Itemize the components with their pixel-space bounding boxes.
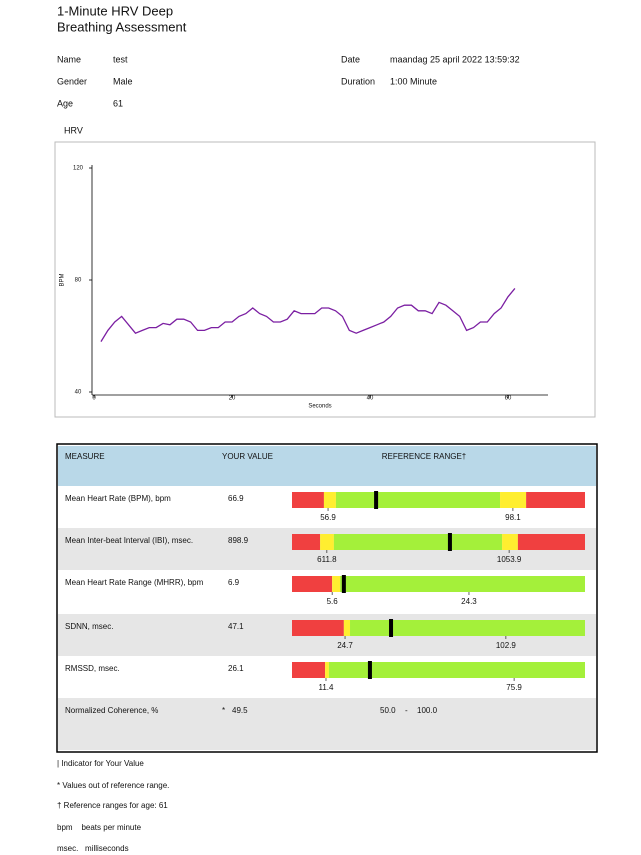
row-bg [58, 698, 596, 750]
threshold-label: 11.4 [318, 683, 334, 692]
footnote: msec. milliseconds [57, 844, 129, 853]
x-tick-label: 60 [505, 396, 512, 402]
y-tick-label: 120 [73, 166, 84, 172]
value-indicator [389, 619, 394, 637]
range-segment [333, 534, 503, 550]
range-high: 100.0 [417, 706, 438, 715]
x-tick-label: 40 [367, 396, 374, 402]
measure: Mean Heart Rate (BPM), bpm [65, 494, 171, 503]
x-tick-label: 20 [229, 396, 236, 402]
your-value: 66.9 [228, 494, 244, 503]
range-segment [323, 492, 336, 508]
range-segment [292, 492, 324, 508]
your-value: 49.5 [232, 706, 248, 715]
measure: SDNN, msec. [65, 622, 113, 631]
footnote: | Indicator for Your Value [57, 759, 144, 768]
threshold-label: 75.9 [506, 683, 522, 692]
y-tick-label: 80 [75, 278, 82, 284]
threshold-label: 98.1 [505, 513, 521, 522]
value-indicator [374, 491, 379, 509]
threshold-label: 24.3 [461, 597, 477, 606]
value-indicator [367, 661, 372, 679]
label: Duration [341, 76, 375, 86]
range-segment [320, 534, 334, 550]
header-cell: MEASURE [65, 452, 105, 461]
your-value: 47.1 [228, 622, 244, 631]
range-segment [292, 620, 344, 636]
threshold-label: 24.7 [337, 641, 353, 650]
y-axis-label: BPM [60, 273, 66, 286]
range-segment [517, 534, 585, 550]
x-axis-label: Seconds [308, 404, 331, 410]
threshold-label: 56.9 [320, 513, 336, 522]
threshold-label: 102.9 [496, 641, 517, 650]
y-tick-label: 40 [75, 390, 82, 396]
label: Name [57, 54, 81, 64]
label: Date [341, 54, 360, 64]
footnote: * Values out of reference range. [57, 781, 169, 790]
threshold-label: 1053.9 [497, 555, 522, 564]
chart-frame [54, 141, 596, 418]
value: 1:00 Minute [390, 76, 437, 86]
footnote: bpm beats per minute [57, 823, 142, 832]
label: Age [57, 98, 73, 108]
range-segment [335, 492, 501, 508]
footnote: † Reference ranges for age: 61 [57, 801, 168, 810]
your-value: 898.9 [228, 536, 249, 545]
your-value: 6.9 [228, 578, 240, 587]
threshold-label: 611.8 [317, 555, 337, 564]
range-segment [343, 620, 351, 636]
value: test [113, 54, 128, 64]
flag: * [222, 706, 225, 715]
range-low: 50.0 [380, 706, 396, 715]
range-segment [325, 662, 329, 678]
range-segment [292, 534, 321, 550]
header-cell: REFERENCE RANGE† [382, 452, 466, 461]
your-value: 26.1 [228, 664, 244, 673]
range-segment [340, 576, 585, 592]
measure: RMSSD, msec. [65, 664, 120, 673]
title: 1-Minute HRV Deep [57, 3, 173, 18]
value-indicator [447, 533, 452, 551]
range-segment [292, 576, 333, 592]
threshold-label: 5.6 [327, 597, 339, 606]
value: Male [113, 76, 133, 86]
range-segment [500, 492, 527, 508]
label: Gender [57, 76, 87, 86]
x-tick-label: 0 [92, 396, 96, 402]
title: Breathing Assessment [57, 19, 187, 34]
chart-title: HRV [64, 125, 83, 135]
value: 61 [113, 98, 123, 108]
value-indicator [341, 575, 346, 593]
measure: Normalized Coherence, % [65, 706, 158, 715]
value: maandag 25 april 2022 13:59:32 [390, 54, 520, 64]
range-segment [332, 576, 341, 592]
measure: Mean Inter-beat Interval (IBI), msec. [65, 536, 193, 545]
hrv-line [100, 287, 516, 342]
range-segment [292, 662, 326, 678]
range-segment [328, 662, 585, 678]
range-sep: - [405, 706, 408, 715]
measure: Mean Heart Rate Range (MHRR), bpm [65, 578, 204, 587]
header-cell: YOUR VALUE [222, 452, 273, 461]
range-segment [502, 534, 518, 550]
range-segment [350, 620, 585, 636]
table-header [58, 446, 596, 486]
range-segment [526, 492, 585, 508]
